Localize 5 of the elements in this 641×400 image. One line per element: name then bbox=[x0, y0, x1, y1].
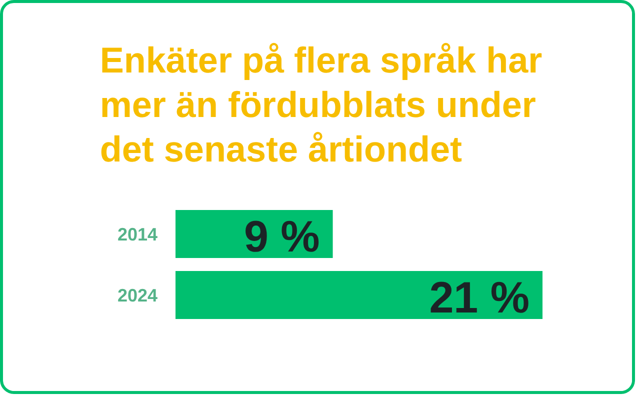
data-label: 21 % bbox=[429, 274, 530, 322]
y-tick-label: 2024 bbox=[117, 286, 158, 306]
chart-title: Enkäter på flera språk har mer än fördubblats under det senaste årtiondet bbox=[100, 40, 542, 170]
y-tick-label: 2014 bbox=[117, 224, 158, 244]
data-label: 9 % bbox=[244, 212, 320, 262]
